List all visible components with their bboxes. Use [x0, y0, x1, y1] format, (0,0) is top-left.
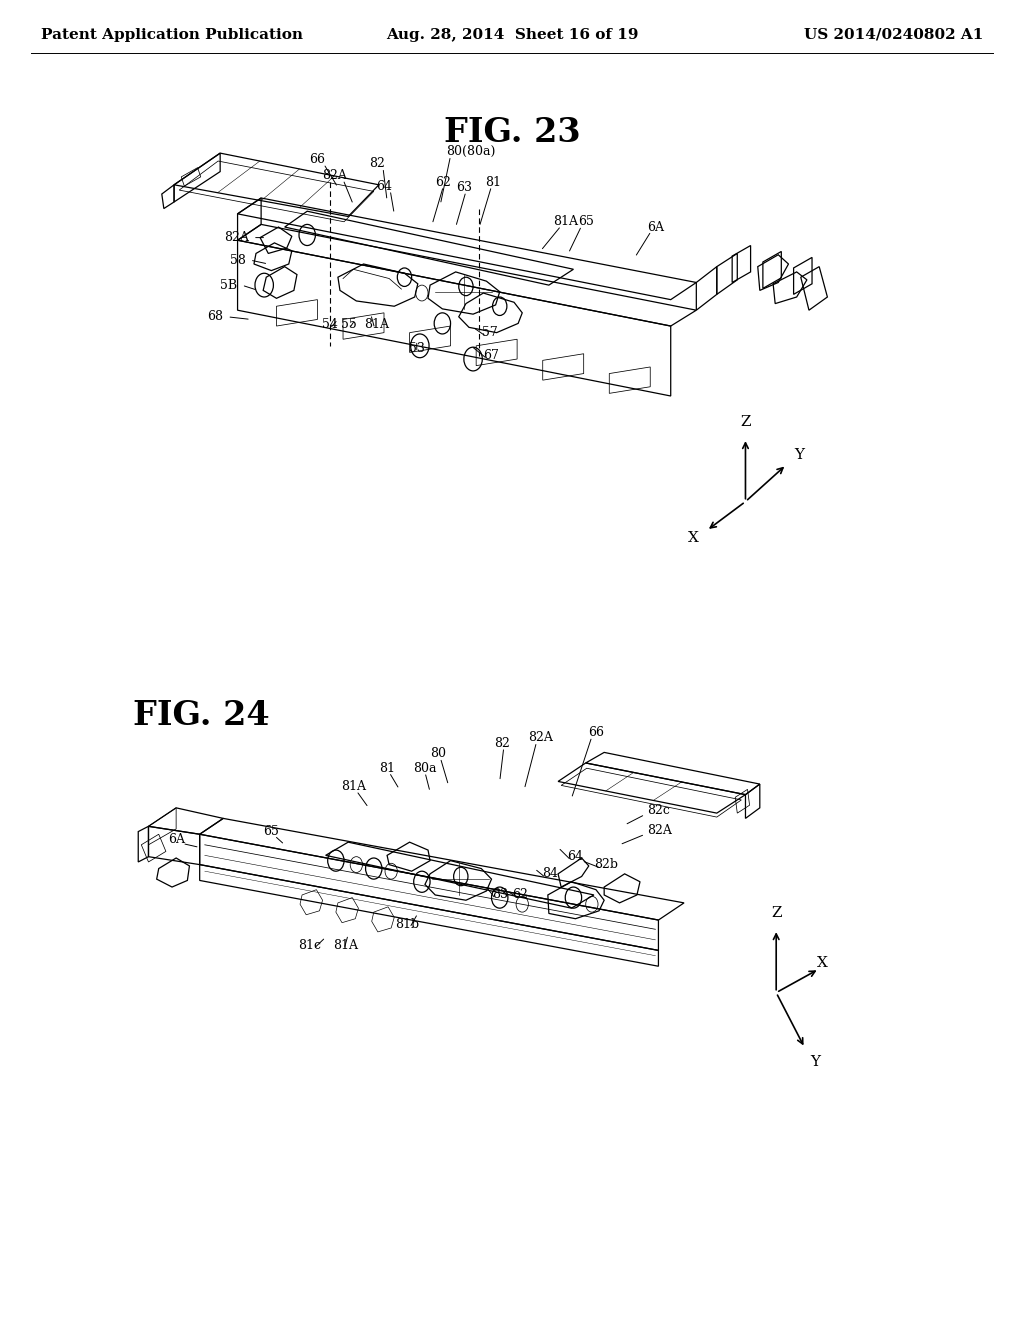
Text: 64: 64	[567, 850, 584, 863]
Text: 58: 58	[229, 253, 246, 267]
Text: 63: 63	[456, 181, 472, 194]
Text: 54: 54	[322, 318, 338, 331]
Text: 67: 67	[483, 348, 500, 362]
Text: 82: 82	[494, 737, 510, 750]
Text: 82A: 82A	[647, 824, 672, 837]
Text: 82c: 82c	[647, 804, 670, 817]
Text: 6A: 6A	[168, 833, 184, 846]
Text: FIG. 23: FIG. 23	[443, 116, 581, 149]
Text: 81: 81	[379, 762, 395, 775]
Text: 53: 53	[409, 342, 425, 355]
Text: 81A: 81A	[341, 780, 366, 793]
Text: X: X	[817, 956, 827, 970]
Text: 82A: 82A	[224, 231, 249, 244]
Text: Z: Z	[771, 906, 781, 920]
Text: 83: 83	[492, 888, 508, 902]
Text: 80(80a): 80(80a)	[446, 145, 496, 158]
Text: 81A: 81A	[334, 939, 358, 952]
Text: X: X	[688, 531, 698, 545]
Text: 80a: 80a	[414, 762, 436, 775]
Text: FIG. 24: FIG. 24	[133, 700, 269, 731]
Text: 81: 81	[485, 176, 502, 189]
Text: 62: 62	[435, 176, 452, 189]
Text: Aug. 28, 2014  Sheet 16 of 19: Aug. 28, 2014 Sheet 16 of 19	[386, 28, 638, 42]
Text: 5B: 5B	[220, 279, 238, 292]
Text: 84: 84	[542, 867, 558, 880]
Text: Z: Z	[740, 414, 751, 429]
Text: 6A: 6A	[647, 220, 664, 234]
Text: 65: 65	[263, 825, 280, 838]
Text: 81c: 81c	[298, 939, 321, 952]
Text: 68: 68	[207, 310, 223, 323]
Text: 66: 66	[588, 726, 604, 739]
Text: 82: 82	[369, 157, 385, 170]
Text: 64: 64	[376, 180, 392, 193]
Text: 65: 65	[578, 215, 594, 228]
Text: US 2014/0240802 A1: US 2014/0240802 A1	[804, 28, 983, 42]
Text: 81A: 81A	[365, 318, 389, 331]
Text: 55: 55	[341, 318, 357, 331]
Text: 82b: 82b	[594, 858, 618, 871]
Text: Y: Y	[795, 449, 805, 462]
Text: 82A: 82A	[323, 169, 347, 182]
Text: 80: 80	[430, 747, 446, 760]
Text: Patent Application Publication: Patent Application Publication	[41, 28, 303, 42]
Text: 82A: 82A	[528, 731, 553, 744]
Text: 81b: 81b	[395, 917, 420, 931]
Text: 66: 66	[309, 153, 326, 166]
Text: 81A: 81A	[553, 215, 578, 228]
Text: Y: Y	[811, 1055, 820, 1069]
Text: 57: 57	[481, 326, 498, 339]
Text: 62: 62	[512, 888, 528, 902]
